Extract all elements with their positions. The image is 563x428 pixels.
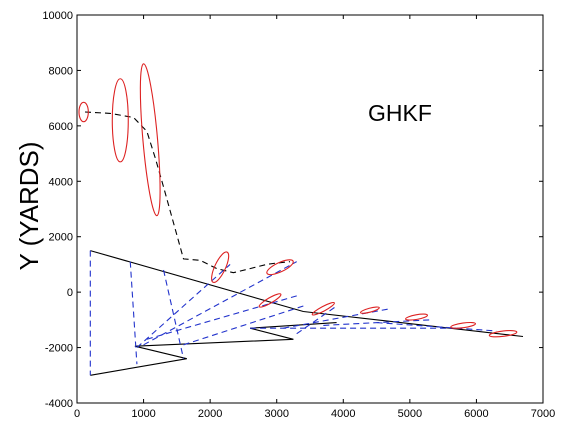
covariance-ellipse [450,321,477,329]
bearing-line [136,264,231,348]
bearing-line [376,322,497,332]
bearing-line [183,305,304,346]
x-tick-label: 3000 [264,408,288,420]
covariance-ellipse [139,63,161,217]
y-tick-label: 0 [67,287,73,299]
covariance-ellipse [78,101,89,123]
y-tick-label: 2000 [49,232,73,244]
series-0-line [84,111,291,274]
x-tick-label: 6000 [464,408,488,420]
x-tick-label: 1000 [131,408,155,420]
bearing-line [296,305,337,335]
x-axis: 0 1000 2000 3000 4000 5000 6000 7000 [74,15,555,420]
x-tick-label: 0 [74,408,80,420]
covariance-ellipse [405,313,428,321]
bearing-line [146,294,301,340]
y-tick-label: 8000 [49,65,73,77]
x-tick-label: 7000 [531,408,555,420]
bearing-line [129,261,138,365]
series-layer [84,111,524,376]
x-tick-label: 4000 [331,408,355,420]
covariance-ellipse [359,306,380,314]
covariance-ellipse [266,259,294,276]
x-tick-label: 5000 [398,408,422,420]
plot-area [76,14,544,404]
covariance-ellipse [111,78,129,163]
y-axis: -4000 -2000 0 2000 4000 6000 8000 10000 [42,10,543,410]
covariance-ellipse [211,251,230,283]
covariance-ellipse [488,330,518,338]
y-tick-label: 6000 [49,121,73,133]
y-tick-label: -4000 [45,398,73,410]
bearing-line [163,269,185,359]
covariance-ellipse [311,302,335,316]
y-tick-label: 10000 [42,10,73,22]
y-tick-label: -2000 [45,343,73,355]
covariance-ellipse [258,293,282,308]
y-axis-label: Y (YARDS) [14,141,44,270]
filter-label: GHKF [368,100,432,126]
x-tick-label: 2000 [198,408,222,420]
bearing-line [143,261,297,346]
y-tick-label: 4000 [49,176,73,188]
series-2-line [90,322,337,376]
covariance-ellipses [78,63,518,338]
